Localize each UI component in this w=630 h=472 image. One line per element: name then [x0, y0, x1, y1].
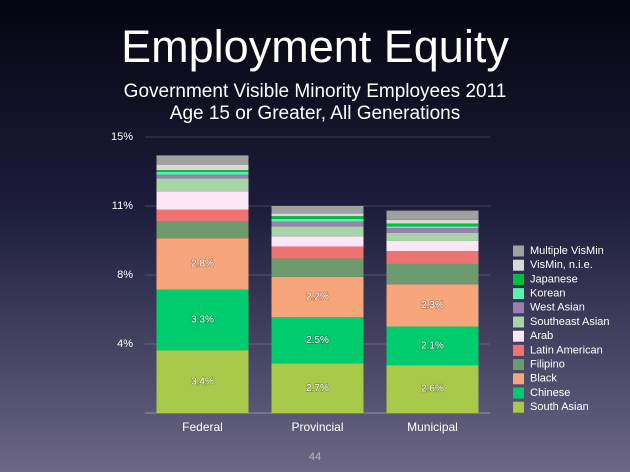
legend-swatch: [513, 330, 524, 342]
legend-swatch: [513, 359, 524, 371]
bar-segment: [386, 223, 479, 227]
legend-swatch: [513, 387, 524, 399]
legend-label: Chinese: [530, 387, 570, 399]
data-label: 2.5%: [306, 335, 329, 346]
legend-swatch: [513, 245, 524, 257]
legend-swatch: [513, 401, 524, 413]
bar-segment: [156, 155, 249, 165]
bar-segment: [156, 170, 249, 172]
bar-segment: [386, 365, 479, 413]
chart-subtitle: Government Visible Minority Employees 20…: [124, 81, 507, 102]
bar-segment: [386, 210, 479, 220]
legend-label: Black: [530, 373, 557, 385]
data-label: 2.6%: [421, 384, 444, 395]
bar-segment: [386, 240, 479, 252]
bar-segment: [156, 350, 249, 413]
data-label: 3.3%: [191, 315, 214, 326]
bar-segment: [271, 317, 364, 364]
bar-segment: [386, 219, 479, 224]
legend-swatch: [513, 373, 524, 385]
y-tick-label: 8%: [117, 269, 133, 281]
chart-title: Employment Equity: [121, 21, 509, 72]
bar-segment: [271, 276, 364, 318]
legend-swatch: [513, 288, 524, 300]
legend-label: Southeast Asian: [530, 316, 610, 328]
bar-segment: [271, 226, 364, 237]
bar-segment: [271, 213, 364, 217]
legend-swatch: [513, 302, 524, 314]
bar-segment: [271, 363, 364, 413]
bar-segment: [271, 218, 364, 222]
bar-segment: [156, 191, 249, 210]
bar-segment: [271, 216, 364, 219]
x-tick-label: Municipal: [407, 420, 458, 434]
bar-segment: [386, 263, 479, 285]
bar-segment: [386, 228, 479, 233]
legend-label: Filipino: [530, 359, 565, 371]
bar-segment: [386, 232, 479, 241]
bar-segment: [271, 206, 364, 214]
legend-label: Arab: [530, 330, 553, 342]
data-label: 2.3%: [421, 300, 444, 311]
y-tick-label: 4%: [117, 338, 133, 350]
legend-swatch: [513, 316, 524, 328]
bar-segment: [156, 164, 249, 171]
data-label: 2.1%: [421, 340, 444, 351]
data-label: 3.4%: [191, 376, 214, 387]
bar-segment: [271, 258, 364, 277]
legend-swatch: [513, 259, 524, 271]
y-tick-label: 15%: [111, 131, 133, 143]
y-tick-label: 11%: [112, 200, 133, 212]
legend-label: South Asian: [530, 401, 589, 413]
bar-segment: [156, 174, 249, 179]
legend-label: Japanese: [530, 273, 578, 285]
bar-segment: [156, 238, 249, 290]
bar-segment: [156, 171, 249, 175]
data-label: 2.2%: [306, 292, 329, 303]
legend-swatch: [513, 344, 524, 356]
legend-label: Multiple VisMin: [530, 245, 604, 257]
legend-label: Latin American: [530, 344, 603, 356]
bar-segment: [386, 284, 479, 327]
legend-label: West Asian: [530, 302, 585, 314]
x-tick-label: Federal: [182, 420, 223, 434]
bar-segment: [386, 326, 479, 366]
legend-label: VisMin, n.i.e.: [530, 259, 593, 271]
bar-segment: [156, 209, 249, 222]
bar-segment: [156, 289, 249, 351]
x-tick-label: Provincial: [291, 420, 343, 434]
legend-label: Korean: [530, 288, 565, 300]
bar-segment: [271, 246, 364, 259]
bar-segment: [156, 221, 249, 239]
bar-segment: [386, 226, 479, 229]
bar-segment: [156, 178, 249, 192]
data-label: 2.8%: [191, 259, 214, 270]
bar-segment: [271, 221, 364, 227]
legend-swatch: [513, 273, 524, 285]
bar-segment: [271, 236, 364, 247]
data-label: 2.7%: [306, 383, 329, 394]
page-number: 44: [309, 451, 321, 463]
bar-segment: [386, 251, 479, 264]
chart-subtitle: Age 15 or Greater, All Generations: [170, 103, 460, 124]
